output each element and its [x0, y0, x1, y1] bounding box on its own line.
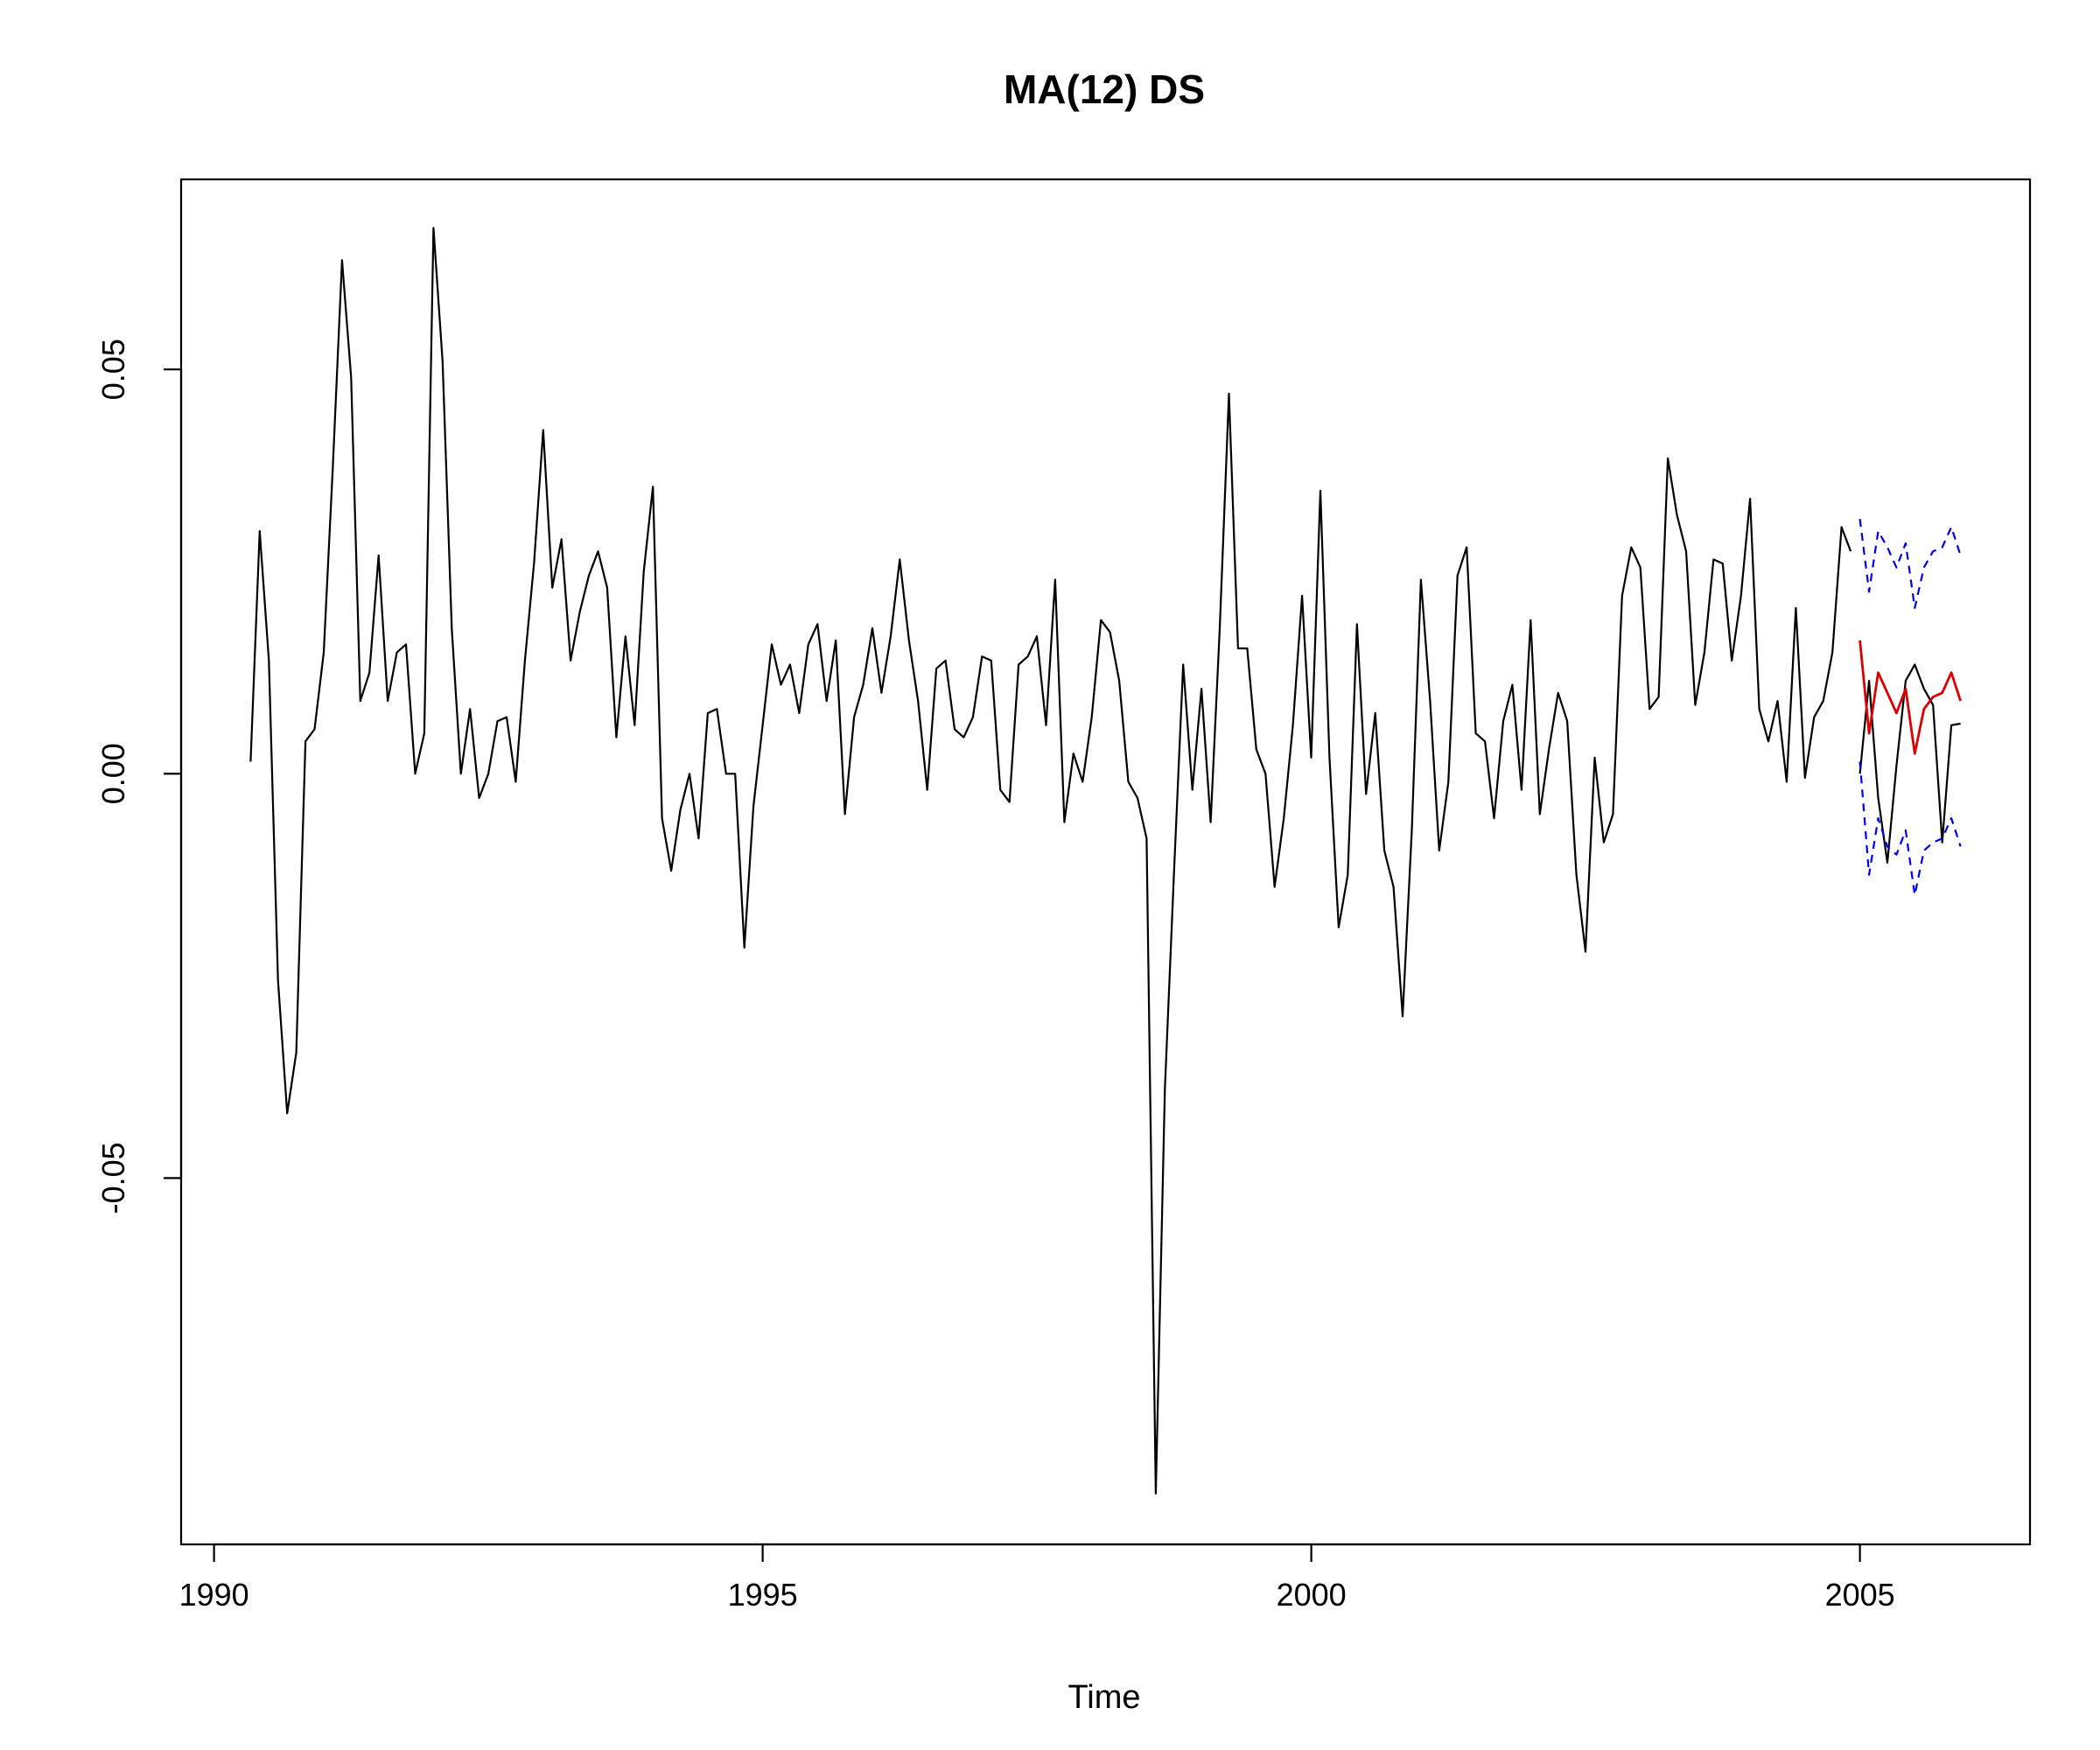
x-tick-label: 2005	[1825, 1577, 1895, 1613]
series-line-observed_holdout	[1858, 663, 1961, 864]
series-line-upper_bound	[1858, 519, 1962, 609]
series-layer	[249, 227, 1962, 1494]
series-line-forecast	[1858, 640, 1962, 755]
x-axis-label: Time	[1068, 1679, 1140, 1716]
x-tick-label: 2000	[1277, 1577, 1347, 1613]
series-line-observed	[249, 227, 1852, 1494]
x-tick-label: 1990	[179, 1577, 249, 1613]
plot-frame	[179, 178, 2032, 1546]
y-tick-label: 0.00	[95, 743, 131, 804]
x-tick-label: 1995	[728, 1577, 798, 1613]
series-line-lower_bound	[1858, 761, 1962, 897]
y-tick-label: -0.05	[95, 1142, 131, 1214]
chart-title: MA(12) DS	[1004, 66, 1205, 112]
y-tick-label: 0.05	[95, 339, 131, 400]
